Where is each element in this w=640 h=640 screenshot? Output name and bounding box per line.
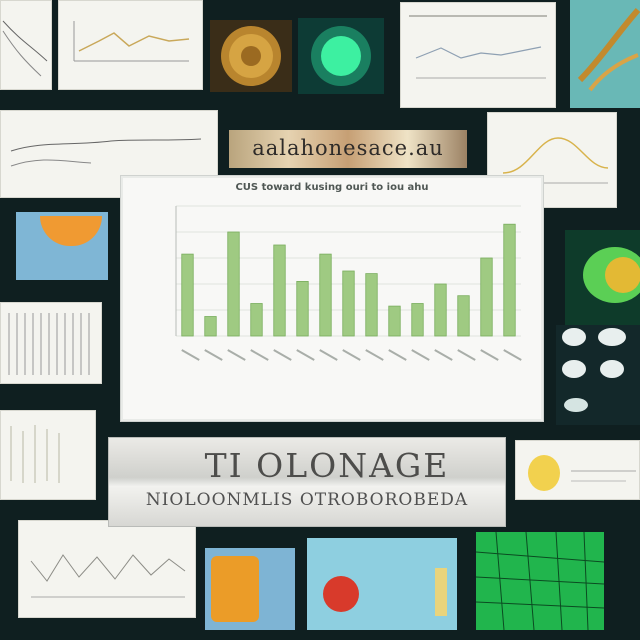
x-tick-mark <box>319 349 338 361</box>
bar-12 <box>434 283 447 337</box>
x-tick-mark <box>342 349 361 361</box>
bar-15 <box>503 223 516 337</box>
bar-2 <box>204 316 217 337</box>
mosaic-banner-strip: aalahonesace.au <box>229 130 467 168</box>
bar-13 <box>457 295 470 337</box>
bar-1 <box>181 253 194 337</box>
x-tick-mark <box>411 349 430 361</box>
x-tick-mark <box>457 349 476 361</box>
x-tick-mark <box>365 349 384 361</box>
bar-3 <box>227 231 240 337</box>
bar-8 <box>342 270 355 337</box>
tile-green-orb <box>298 18 384 94</box>
x-tick-mark <box>204 349 223 361</box>
x-tick-mark <box>480 349 499 361</box>
bar-14 <box>480 257 493 337</box>
x-tick-mark <box>181 349 200 361</box>
main-bar-chart: CUS toward kusing ouri to iou ahu <box>120 175 544 422</box>
bar-6 <box>296 281 309 337</box>
tile-golden-circle <box>210 20 292 92</box>
chart-title: CUS toward kusing ouri to iou ahu <box>235 182 429 193</box>
bar-4 <box>250 303 263 337</box>
x-tick-mark <box>388 349 407 361</box>
tile-botanical <box>570 0 640 108</box>
bar-5 <box>273 244 286 337</box>
x-tick-mark <box>296 349 315 361</box>
tile-orange-blue <box>16 212 108 280</box>
tile-sketch-left-low <box>0 410 96 500</box>
tile-wave-chart-bottom <box>18 520 196 618</box>
x-tick-mark <box>227 349 246 361</box>
tile-lemon-card <box>515 440 640 500</box>
mosaic-strip-text: aalahonesace.au <box>252 136 444 160</box>
tile-line-chart-top-right <box>400 2 556 108</box>
chart-canvas <box>175 205 522 361</box>
bar-11 <box>411 303 424 337</box>
tile-line-chart-top <box>58 0 203 90</box>
x-tick-mark <box>503 349 522 361</box>
tile-orange-texture <box>205 548 295 630</box>
tile-lines-left <box>0 302 102 384</box>
tile-green-mesh <box>476 532 604 630</box>
bar-10 <box>388 305 401 337</box>
tile-teal-card <box>307 538 457 630</box>
banner-title: TI OLONAGE <box>204 446 450 485</box>
tile-sketch-top-left <box>0 0 52 90</box>
x-tick-mark <box>273 349 292 361</box>
banner-subtitle: NIOLOONMLIS OTROBOROBEDA <box>145 490 469 510</box>
bar-9 <box>365 273 378 337</box>
x-tick-mark <box>250 349 269 361</box>
tile-green-cell <box>565 230 640 325</box>
title-banner: TI OLONAGE NIOLOONMLIS OTROBOROBEDA <box>108 437 506 527</box>
bar-7 <box>319 253 332 337</box>
tile-pebbles <box>556 325 640 425</box>
x-tick-mark <box>434 349 453 361</box>
